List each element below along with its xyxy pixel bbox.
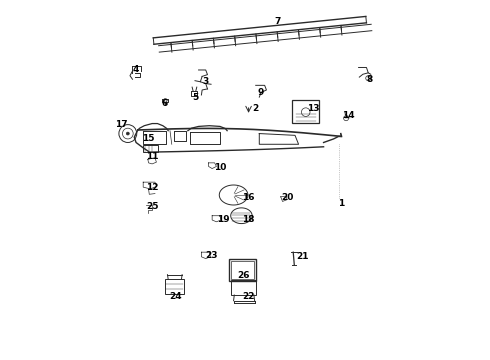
Text: 20: 20 [282, 193, 294, 202]
Bar [292, 100, 319, 123]
Text: 11: 11 [146, 152, 158, 161]
Text: 6: 6 [162, 99, 168, 108]
Text: 19: 19 [217, 215, 230, 224]
Text: 8: 8 [367, 76, 373, 85]
Text: 13: 13 [307, 104, 319, 113]
Text: 3: 3 [202, 77, 209, 86]
Text: 15: 15 [142, 134, 155, 143]
Text: 21: 21 [296, 252, 308, 261]
Text: 18: 18 [243, 215, 255, 224]
Text: 14: 14 [343, 111, 355, 120]
Text: 4: 4 [133, 65, 139, 74]
Text: 12: 12 [146, 183, 158, 192]
Text: 23: 23 [205, 251, 217, 260]
Text: 22: 22 [243, 292, 255, 301]
Text: 24: 24 [169, 292, 182, 301]
Text: 26: 26 [237, 271, 249, 280]
Text: 2: 2 [252, 104, 259, 113]
Bar [229, 258, 256, 281]
Text: 9: 9 [258, 88, 264, 97]
Bar [231, 261, 253, 279]
Bar [143, 145, 158, 153]
Text: 10: 10 [214, 163, 226, 172]
Text: 16: 16 [243, 193, 255, 202]
Text: 1: 1 [338, 199, 344, 208]
Circle shape [126, 132, 129, 135]
Text: 25: 25 [146, 202, 158, 211]
Text: 17: 17 [116, 120, 128, 129]
Text: 7: 7 [274, 17, 280, 26]
Bar [231, 280, 256, 295]
Bar [165, 279, 184, 294]
Text: 5: 5 [192, 93, 198, 102]
